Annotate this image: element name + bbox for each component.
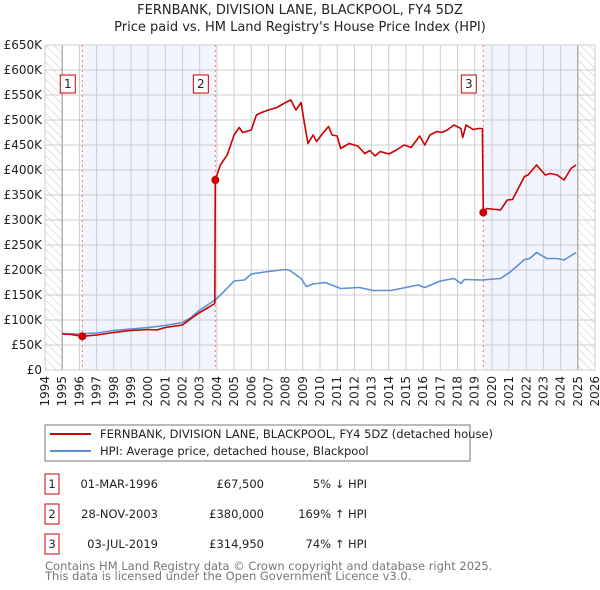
- x-tick-label: 2016: [416, 376, 430, 407]
- row-number-box: [44, 533, 60, 555]
- sales-table-row: 2 28-NOV-2003 £380,000 169% ↑ HPI: [44, 503, 367, 525]
- y-tick-label: £150K: [4, 288, 44, 302]
- sale-label-3: 3: [465, 77, 473, 91]
- x-tick-label: 1996: [72, 376, 86, 407]
- row-price-label: £314,950: [209, 537, 264, 551]
- y-tick-label: £350K: [4, 188, 44, 202]
- y-tick-label: £600K: [4, 63, 44, 77]
- row-date: 01-MAR-1996: [80, 477, 158, 491]
- sale-label-2: 2: [197, 77, 205, 91]
- y-tick-label: £400K: [4, 163, 44, 177]
- shaded-ownership-period: [483, 45, 578, 370]
- row-price-label: £380,000: [209, 507, 264, 521]
- x-tick-label: 2000: [141, 376, 155, 407]
- y-tick-label: £100K: [4, 313, 44, 327]
- sale-point-1: [78, 332, 87, 341]
- x-tick-label: 1999: [124, 376, 138, 407]
- x-tick-label: 2019: [468, 376, 482, 407]
- y-tick-label: £650K: [4, 38, 44, 52]
- x-tick-label: 2026: [588, 376, 600, 407]
- x-tick-label: 2012: [347, 376, 361, 407]
- row-price-label: £67,500: [216, 477, 264, 491]
- x-tick-label: 2021: [502, 376, 516, 407]
- x-tick-label: 2002: [176, 376, 190, 407]
- row-hpi: 5% ↓ HPI: [313, 477, 367, 491]
- x-tick-label: 1998: [107, 376, 121, 407]
- footer-copyright: Contains HM Land Registry data © Crown c…: [45, 559, 492, 573]
- sales-table: 1 01-MAR-1996 £67,500 5% ↓ HPI 2 28-NOV-2003 £…: [44, 473, 367, 555]
- x-tick-label: 2025: [571, 376, 585, 407]
- sales-table-row: 1 01-MAR-1996 £67,500 5% ↓ HPI: [44, 473, 367, 495]
- x-tick-label: 2017: [433, 376, 447, 407]
- row-date: 03-JUL-2019: [87, 537, 158, 551]
- x-tick-label: 2011: [330, 376, 344, 407]
- y-tick-label: £200K: [4, 263, 44, 277]
- y-tick-label: £500K: [4, 113, 44, 127]
- x-tick-label: 2007: [261, 376, 275, 407]
- shaded-ownership-period: [82, 45, 216, 370]
- x-tick-label: 2001: [158, 376, 172, 407]
- x-tick-label: 2024: [554, 376, 568, 407]
- chart-title: FERNBANK, DIVISION LANE, BLACKPOOL, FY4 …: [137, 3, 463, 18]
- legend-label-property: FERNBANK, DIVISION LANE, BLACKPOOL, FY4 …: [100, 427, 493, 441]
- x-tick-label: 1995: [55, 376, 69, 407]
- legend-box: [44, 424, 471, 462]
- chart-subtitle: Price paid vs. HM Land Registry's House …: [114, 20, 486, 35]
- sale-label-box-2: [192, 74, 209, 94]
- x-tick-label: 2009: [296, 376, 310, 407]
- row-hpi: 74% ↑ HPI: [306, 537, 367, 551]
- x-tick-label: 2020: [485, 376, 499, 407]
- sale-label-box-3: [460, 74, 477, 94]
- x-tick-label: 2013: [365, 376, 379, 407]
- row-number-box: [44, 473, 60, 495]
- x-tick-label: 2023: [536, 376, 550, 407]
- row-hpi: 169% ↑ HPI: [298, 507, 367, 521]
- x-tick-label: 2010: [313, 376, 327, 407]
- x-tick-label: 2004: [210, 376, 224, 407]
- sale-point-3: [479, 208, 488, 217]
- footer-licence: This data is licensed under the Open Gov…: [44, 569, 411, 583]
- legend: FERNBANK, DIVISION LANE, BLACKPOOL, FY4 …: [44, 424, 493, 462]
- x-tick-label: 2005: [227, 376, 241, 407]
- x-tick-label: 2015: [399, 376, 413, 407]
- x-tick-label: 2018: [451, 376, 465, 407]
- row-number-box: [44, 503, 60, 525]
- y-tick-label: £450K: [4, 138, 44, 152]
- x-tick-label: 2022: [519, 376, 533, 407]
- row-num: 1: [48, 477, 55, 491]
- x-tick-label: 1994: [38, 376, 52, 407]
- y-tick-label: £0: [27, 363, 42, 377]
- sale-point-2: [211, 176, 220, 184]
- hpi-series-line: [62, 251, 577, 335]
- hatched-no-data-region: [45, 45, 63, 370]
- y-tick-label: £550K: [4, 88, 44, 102]
- row-num: 3: [48, 537, 55, 551]
- hatched-no-data-region: [577, 45, 595, 370]
- row-num: 2: [48, 507, 55, 521]
- y-tick-label: £250K: [4, 238, 44, 252]
- y-tick-label: £50K: [11, 338, 43, 352]
- x-tick-label: 2006: [244, 376, 258, 407]
- sale-label-1: 1: [64, 77, 72, 91]
- x-tick-label: 1997: [90, 376, 104, 407]
- x-tick-label: 2014: [382, 376, 396, 407]
- x-tick-label: 2008: [279, 376, 293, 407]
- row-date: 28-NOV-2003: [81, 507, 158, 521]
- plot-border: [44, 44, 596, 371]
- legend-label-hpi: HPI: Average price, detached house, Blac…: [100, 444, 369, 458]
- y-tick-label: £300K: [4, 213, 44, 227]
- sales-table-row: 3 03-JUL-2019 £314,950 74% ↑ HPI: [44, 533, 367, 555]
- x-tick-label: 2003: [193, 376, 207, 407]
- sale-label-box-1: [59, 74, 76, 94]
